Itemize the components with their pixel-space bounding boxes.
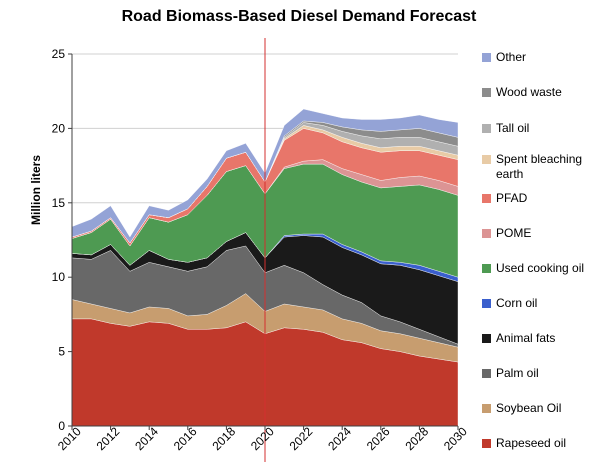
legend-label: Other: [496, 50, 527, 64]
legend-item-animal-fats: Animal fats: [482, 331, 555, 346]
x-tick-label: 2014: [132, 424, 161, 453]
x-tick-label: 2016: [171, 424, 200, 453]
legend-swatch: [482, 404, 491, 413]
legend-label: Used cooking oil: [496, 261, 585, 275]
legend-item-corn-oil: Corn oil: [482, 296, 537, 311]
legend-label: Corn oil: [496, 296, 538, 310]
legend-item-pome: POME: [482, 226, 531, 241]
legend-swatch: [482, 264, 491, 273]
legend-label: Tall oil: [496, 121, 530, 135]
y-tick-label: 10: [52, 270, 66, 284]
legend-item-used-cooking-oil: Used cooking oil: [482, 261, 584, 276]
y-axis-title: Million liters: [29, 155, 43, 225]
legend-label: Wood waste: [496, 85, 562, 99]
y-tick-label: 0: [58, 419, 65, 433]
x-tick-label: 2020: [248, 424, 277, 453]
legend-label: Animal fats: [496, 331, 556, 345]
legend-swatch: [482, 155, 491, 164]
legend-label: Palm oil: [496, 366, 539, 380]
legend-swatch: [482, 194, 491, 203]
legend-swatch: [482, 299, 491, 308]
x-tick-label: 2030: [441, 424, 470, 453]
legend-label: Rapeseed oil: [496, 436, 567, 450]
y-tick-label: 20: [52, 121, 66, 135]
x-tick-label: 2022: [287, 424, 316, 453]
legend-label: PFAD: [496, 191, 528, 205]
y-tick-label: 25: [52, 47, 66, 61]
legend-swatch: [482, 88, 491, 97]
legend-item-wood-waste: Wood waste: [482, 85, 562, 100]
chart-title: Road Biomass-Based Diesel Demand Forecas…: [121, 8, 477, 25]
y-tick-label: 5: [58, 345, 65, 359]
legend-swatch: [482, 439, 491, 448]
x-tick-label: 2028: [402, 424, 431, 453]
legend-item-tall-oil: Tall oil: [482, 121, 529, 136]
legend-item-rapeseed-oil: Rapeseed oil: [482, 436, 566, 451]
legend-item-spent-bleaching-earth: Spent bleaching earth: [482, 152, 597, 182]
legend-item-palm-oil: Palm oil: [482, 366, 539, 381]
legend-swatch: [482, 229, 491, 238]
legend-item-other: Other: [482, 50, 526, 65]
y-tick-label: 15: [52, 196, 66, 210]
legend-item-pfad: PFAD: [482, 191, 527, 206]
x-tick-label: 2012: [94, 424, 123, 453]
x-tick-label: 2018: [209, 424, 238, 453]
legend-swatch: [482, 369, 491, 378]
legend-label: POME: [496, 226, 532, 240]
x-tick-label: 2024: [325, 424, 354, 453]
legend-swatch: [482, 124, 491, 133]
legend-item-soybean-oil: Soybean Oil: [482, 401, 561, 416]
legend-label: Spent bleaching earth: [496, 152, 583, 181]
legend-swatch: [482, 53, 491, 62]
legend-swatch: [482, 334, 491, 343]
x-tick-label: 2026: [364, 424, 393, 453]
legend-label: Soybean Oil: [496, 401, 562, 415]
